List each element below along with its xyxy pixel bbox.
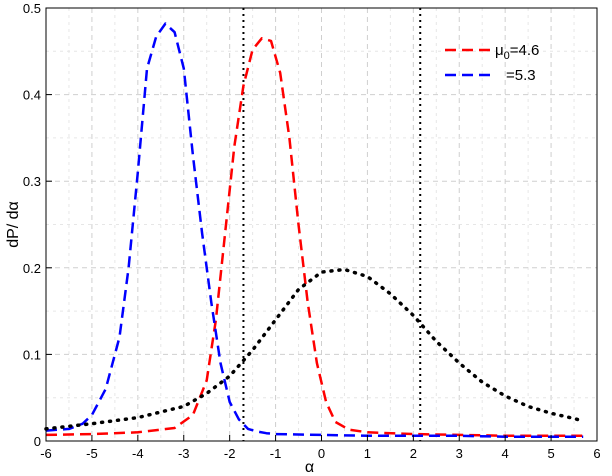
series-line-2 [45, 22, 584, 438]
x-tick-label: -6 [40, 446, 52, 461]
y-tick-label: 0.2 [23, 261, 41, 276]
legend: μ0=4.6 =5.3 [445, 42, 539, 84]
legend-label: μ0=4.6 [495, 42, 539, 62]
y-axis-ticks: 0 0.1 0.2 0.3 0.4 0.5 [23, 1, 52, 449]
series-line-1 [45, 37, 584, 438]
x-tick-label: 3 [456, 446, 463, 461]
x-tick-label: -5 [86, 446, 98, 461]
series-line-3 [44, 267, 585, 431]
x-tick-label: -1 [270, 446, 282, 461]
x-axis-label: α [305, 459, 314, 476]
x-tick-label: 5 [547, 446, 554, 461]
x-tick-label: 4 [502, 446, 509, 461]
y-tick-label: 0.5 [23, 1, 41, 16]
x-tick-label: -4 [132, 446, 144, 461]
legend-label: =5.3 [506, 67, 536, 84]
y-tick-label: 0.1 [23, 347, 41, 362]
x-tick-label: -3 [178, 446, 190, 461]
y-tick-label: 0.4 [23, 88, 41, 103]
x-tick-label: 6 [593, 446, 600, 461]
x-tick-label: 1 [364, 446, 371, 461]
y-tick-label: 0.3 [23, 174, 41, 189]
series-group [44, 22, 585, 438]
x-axis-ticks: -6 -5 -4 -3 -2 -1 0 1 2 3 4 5 6 [40, 435, 601, 461]
x-tick-label: 2 [410, 446, 417, 461]
y-tick-label: 0 [34, 434, 41, 449]
x-tick-label: 0 [318, 446, 325, 461]
x-tick-label: -2 [224, 446, 236, 461]
reference-lines [242, 8, 422, 441]
y-axis-label: dP/ dα [5, 201, 22, 248]
